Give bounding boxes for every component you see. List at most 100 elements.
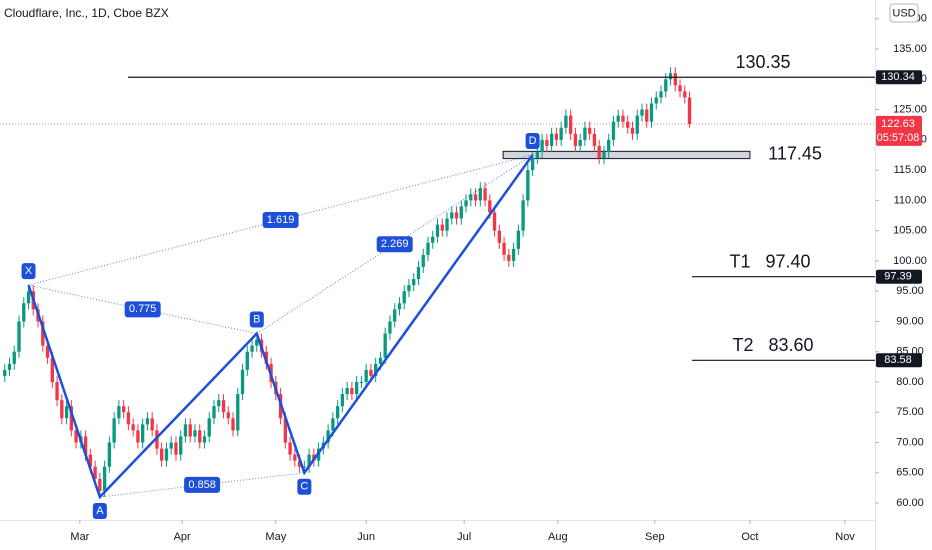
candle-body <box>554 133 559 140</box>
candle-body <box>198 430 202 443</box>
candle-body <box>673 73 677 86</box>
x-tick-label: Sep <box>645 531 665 543</box>
y-tick-label: 65.00 <box>896 467 924 479</box>
x-tick-label: Jul <box>457 531 471 543</box>
candle-body <box>635 115 639 134</box>
candle-body <box>350 388 354 395</box>
candle-body <box>164 448 169 461</box>
x-tick-label: Mar <box>70 531 89 543</box>
candle-body <box>497 230 501 243</box>
candle-body <box>88 454 93 467</box>
candle-body <box>459 206 463 219</box>
ratio-label: 1.619 <box>267 214 295 226</box>
candle-body <box>407 285 411 292</box>
candle-body <box>60 400 64 419</box>
candle-body <box>226 412 230 419</box>
level-axis-box <box>876 70 922 85</box>
candle-body <box>649 103 654 122</box>
candle-body <box>364 369 368 382</box>
ratio-box <box>124 301 161 318</box>
x-tick-label: Nov <box>835 531 855 543</box>
level-axis-label: 130.34 <box>881 71 915 83</box>
candle-body <box>464 200 468 207</box>
point-label: C <box>300 481 308 493</box>
y-tick-label: 70.00 <box>896 436 924 448</box>
candle-body <box>359 381 364 383</box>
candle-body <box>535 151 540 158</box>
candle-body <box>369 369 373 376</box>
candle-body <box>545 139 549 146</box>
candle-body <box>616 115 620 122</box>
candle-body <box>478 188 482 201</box>
point-box <box>525 132 540 149</box>
candles <box>3 67 692 497</box>
pattern-line <box>27 154 534 500</box>
candle-body <box>145 418 150 425</box>
candle-body <box>212 406 216 419</box>
point-box <box>21 263 36 280</box>
candle-body <box>69 406 73 431</box>
x-tick-label: May <box>265 531 286 543</box>
candle-body <box>245 351 249 370</box>
y-tick-label: 110.00 <box>894 194 927 206</box>
zone <box>502 150 751 160</box>
candle-body <box>530 157 535 171</box>
candle-body <box>626 121 630 128</box>
point-box <box>249 311 264 328</box>
candle-body <box>630 127 635 134</box>
candle-body <box>592 133 597 146</box>
candle-body <box>583 127 587 140</box>
last-price-label: 122.63 <box>881 118 915 130</box>
candle-body <box>397 303 402 310</box>
y-tick-label: 80.00 <box>896 376 924 388</box>
ratio-line <box>256 154 533 334</box>
ratio-box <box>184 476 221 493</box>
candle-body <box>502 242 506 255</box>
level-axis-label: 97.39 <box>884 271 912 283</box>
candle-body <box>549 133 554 146</box>
candle-body <box>131 424 135 431</box>
candle-body <box>516 230 521 249</box>
candle-body <box>473 194 478 201</box>
candle-body <box>607 139 611 152</box>
countdown-label: 05:57:08 <box>877 132 920 144</box>
point-label: A <box>96 505 104 517</box>
candle-body <box>540 139 544 152</box>
candle-body <box>41 321 45 346</box>
y-tick-label: 95.00 <box>896 285 924 297</box>
candle-body <box>378 357 383 364</box>
y-tick-label: 100.00 <box>893 255 927 267</box>
ratio-label: 0.858 <box>188 479 216 491</box>
y-tick-label: 90.00 <box>896 315 924 327</box>
candle-body <box>202 436 207 443</box>
candle-body <box>454 212 459 219</box>
candle-body <box>302 466 307 468</box>
candle-body <box>102 466 107 491</box>
candle-body <box>611 121 616 140</box>
candle-body <box>22 303 26 322</box>
ratio-box <box>262 212 299 229</box>
x-tick-label: Jun <box>357 531 375 543</box>
y-tick-label: 115.00 <box>894 164 927 176</box>
candle-body <box>293 454 297 461</box>
candle-body <box>645 109 649 122</box>
ratio-label: 2.269 <box>381 238 409 250</box>
candle-body <box>107 442 112 467</box>
candle-body <box>297 460 302 467</box>
candle-body <box>402 291 406 304</box>
candle-body <box>450 212 454 219</box>
candle-body <box>93 466 97 479</box>
candle-body <box>183 424 188 437</box>
candle-body <box>588 127 592 134</box>
candle-body <box>217 400 221 407</box>
level-annotation: 130.35 <box>735 52 790 72</box>
candle-body <box>98 478 102 491</box>
candle-body <box>421 254 425 267</box>
candle-body <box>568 115 573 134</box>
candle-body <box>488 200 492 213</box>
candle-body <box>112 418 116 443</box>
candle-body <box>335 406 340 419</box>
last-price-box <box>876 115 922 146</box>
ratio-label: 0.775 <box>129 303 157 315</box>
